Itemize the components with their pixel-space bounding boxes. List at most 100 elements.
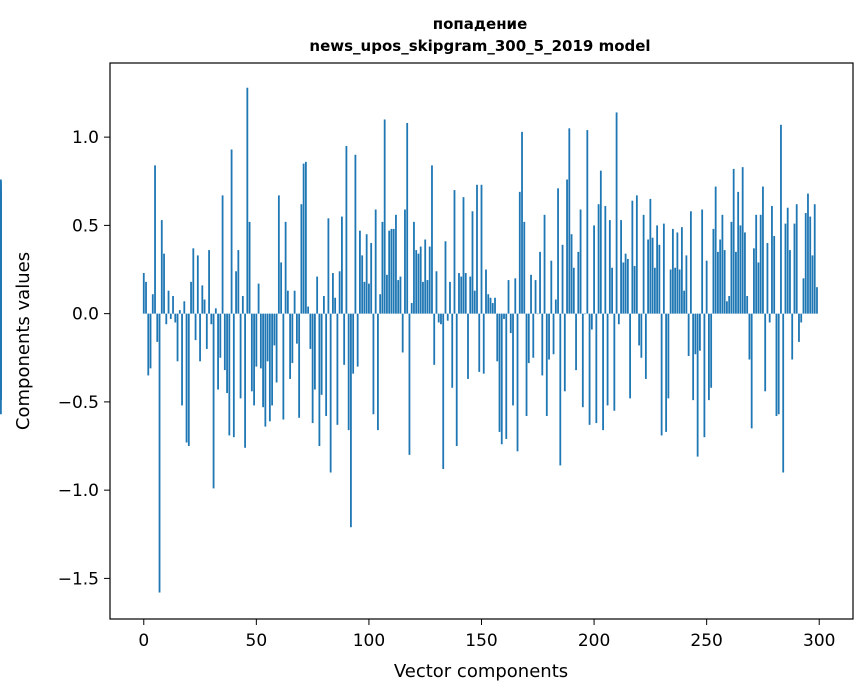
x-tick-label: 200 (578, 631, 610, 651)
bar (804, 213, 807, 314)
bar (176, 313, 179, 362)
x-tick-label: 100 (353, 631, 385, 651)
bar (674, 267, 677, 314)
bar (327, 218, 330, 314)
bar (255, 313, 258, 367)
bar (455, 313, 458, 447)
bar (440, 313, 442, 325)
y-tick-label: 0.0 (72, 305, 99, 325)
bar (753, 248, 755, 314)
bar (561, 244, 564, 314)
bar (775, 313, 778, 417)
chart-title: попадение (433, 15, 528, 33)
bar (640, 313, 643, 358)
bar (590, 313, 593, 330)
bar (604, 205, 607, 314)
bar (442, 313, 445, 469)
bar (298, 313, 301, 418)
bar (208, 250, 210, 314)
bar (413, 221, 415, 314)
bar (759, 214, 762, 314)
bar (536, 313, 539, 315)
bar (586, 130, 589, 314)
bar (667, 313, 670, 399)
bar (748, 313, 751, 360)
bar (539, 251, 541, 314)
bar (446, 313, 449, 321)
bar (687, 313, 690, 356)
bar (244, 313, 246, 448)
bar (181, 313, 183, 406)
bar (219, 313, 222, 358)
bar (167, 290, 170, 314)
bar (212, 313, 215, 489)
bar (381, 221, 384, 314)
bar (356, 313, 359, 367)
bar (343, 313, 346, 365)
bar (163, 253, 165, 314)
bar (374, 209, 377, 314)
bar (320, 313, 323, 395)
x-tick-label: 150 (465, 631, 497, 651)
bar (478, 313, 481, 372)
bar (390, 228, 393, 314)
bar (183, 301, 186, 314)
bar (521, 131, 523, 314)
bar (408, 313, 411, 455)
bar (482, 313, 485, 374)
bar (471, 211, 474, 314)
bar (746, 295, 749, 314)
bar (203, 299, 206, 314)
bar (638, 313, 641, 346)
bar (235, 271, 237, 314)
bar (789, 250, 791, 314)
bar (735, 251, 737, 314)
bar (268, 313, 271, 422)
bar (642, 214, 645, 314)
bar (149, 313, 152, 369)
bar (505, 313, 508, 439)
bar (426, 280, 429, 314)
bar (503, 313, 505, 319)
bar (545, 313, 548, 417)
bar (523, 221, 526, 314)
bar (496, 313, 499, 362)
bar (694, 313, 697, 355)
bar (433, 313, 436, 365)
bar (228, 313, 231, 436)
bar (282, 313, 285, 420)
bar (329, 313, 332, 473)
bar (156, 313, 159, 342)
bar (512, 313, 514, 406)
bar (185, 313, 188, 443)
bar (750, 313, 753, 429)
bar (649, 198, 652, 314)
bar (599, 170, 602, 314)
bar (622, 262, 625, 314)
bar (816, 287, 818, 314)
bar (726, 301, 728, 314)
bar (784, 223, 787, 314)
bar (777, 313, 780, 415)
bar (563, 313, 566, 392)
bar (708, 313, 710, 401)
bar (689, 211, 692, 314)
bar (491, 303, 494, 314)
bar (293, 290, 296, 314)
bar (259, 313, 262, 369)
bar (762, 186, 764, 314)
bar (757, 262, 760, 314)
bar (280, 262, 283, 314)
bar (566, 179, 568, 314)
bar (568, 128, 571, 314)
bar (190, 281, 192, 314)
bar (309, 313, 312, 349)
bar (593, 225, 595, 314)
bar (151, 294, 154, 314)
bar (284, 221, 287, 314)
bar (370, 243, 373, 314)
bar (550, 260, 553, 314)
bar (507, 280, 510, 314)
bar (651, 237, 654, 314)
bar (154, 165, 156, 314)
